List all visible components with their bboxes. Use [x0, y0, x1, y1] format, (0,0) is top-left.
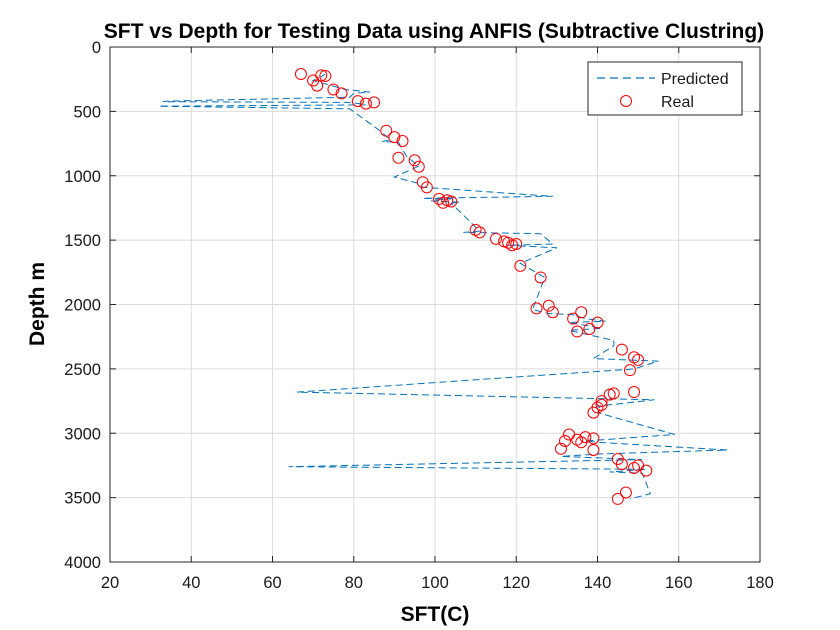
- legend-real-label: Real: [661, 94, 694, 111]
- real-point: [628, 386, 641, 399]
- real-point: [514, 259, 527, 272]
- x-tick-label: 180: [746, 574, 774, 592]
- real-point: [396, 134, 409, 147]
- x-tick-label: 140: [584, 574, 612, 592]
- real-point: [587, 406, 600, 419]
- real-point: [563, 428, 576, 441]
- real-point: [611, 492, 624, 505]
- y-tick-label: 4000: [64, 554, 101, 572]
- chart-title: SFT vs Depth for Testing Data using ANFI…: [104, 20, 764, 43]
- real-point: [351, 95, 364, 108]
- y-tick-label: 2000: [64, 297, 101, 315]
- real-point: [607, 387, 620, 400]
- real-point: [359, 97, 372, 110]
- real-point: [445, 195, 458, 208]
- real-point: [489, 232, 502, 245]
- legend: Predicted Real: [587, 61, 743, 116]
- real-point: [473, 226, 486, 239]
- real-point: [575, 436, 588, 449]
- real-point: [628, 462, 641, 475]
- x-tick-label: 60: [263, 574, 281, 592]
- real-point: [554, 442, 567, 455]
- real-point: [408, 154, 421, 167]
- real-point: [327, 83, 340, 96]
- y-axis-label: Depth m: [26, 262, 49, 346]
- plot-area-border: [109, 46, 761, 563]
- real-point: [380, 124, 393, 137]
- real-point: [640, 464, 653, 477]
- real-point: [619, 486, 632, 499]
- real-point: [595, 398, 608, 411]
- real-point: [542, 299, 555, 312]
- real-point: [412, 160, 425, 173]
- y-tick-label: 3500: [64, 490, 101, 508]
- real-point: [559, 434, 571, 447]
- real-point: [437, 196, 450, 209]
- real-point: [546, 306, 559, 319]
- real-point: [591, 316, 604, 329]
- predicted-line: [158, 73, 728, 500]
- real-point: [583, 322, 596, 335]
- x-tick-label: 160: [665, 574, 693, 592]
- real-point: [571, 325, 584, 338]
- x-tick-label: 100: [421, 574, 449, 592]
- y-tick-label: 1000: [64, 168, 101, 186]
- real-series: [294, 68, 653, 505]
- real-point: [628, 351, 641, 364]
- y-tick-label: 0: [92, 39, 101, 57]
- real-point: [632, 353, 645, 366]
- real-point: [624, 364, 636, 377]
- real-point: [575, 306, 588, 319]
- real-point: [595, 395, 608, 408]
- real-point: [567, 312, 580, 325]
- real-point: [587, 432, 600, 445]
- real-point: [469, 223, 482, 236]
- real-point: [433, 192, 446, 205]
- real-point: [506, 239, 519, 252]
- real-point: [502, 236, 515, 249]
- y-tick-label: 2500: [64, 361, 101, 379]
- real-point: [420, 181, 433, 194]
- real-point: [392, 151, 405, 164]
- real-point: [388, 131, 401, 144]
- y-tick-label: 3000: [64, 425, 101, 443]
- legend-box: [587, 61, 743, 116]
- real-point: [335, 87, 348, 100]
- real-point: [368, 96, 381, 109]
- real-point: [319, 69, 332, 82]
- real-point: [294, 68, 307, 81]
- y-axis-ticks: 0 500 1000 1500 2000 2500 3000 3500 4000: [64, 39, 760, 572]
- real-point: [615, 343, 628, 356]
- x-tick-label: 80: [345, 574, 363, 592]
- real-point: [311, 79, 324, 92]
- real-point: [615, 458, 628, 471]
- x-axis-label: SFT(C): [401, 603, 470, 626]
- y-tick-label: 1500: [64, 232, 101, 250]
- legend-real-marker: [620, 95, 632, 107]
- legend-predicted-label: Predicted: [661, 71, 729, 88]
- x-tick-label: 40: [182, 574, 200, 592]
- x-tick-label: 20: [101, 574, 119, 592]
- predicted-series: [158, 73, 728, 500]
- real-point: [587, 443, 600, 456]
- x-tick-label: 120: [502, 574, 530, 592]
- real-point: [530, 302, 543, 315]
- y-tick-label: 500: [73, 103, 101, 121]
- real-point: [534, 271, 547, 284]
